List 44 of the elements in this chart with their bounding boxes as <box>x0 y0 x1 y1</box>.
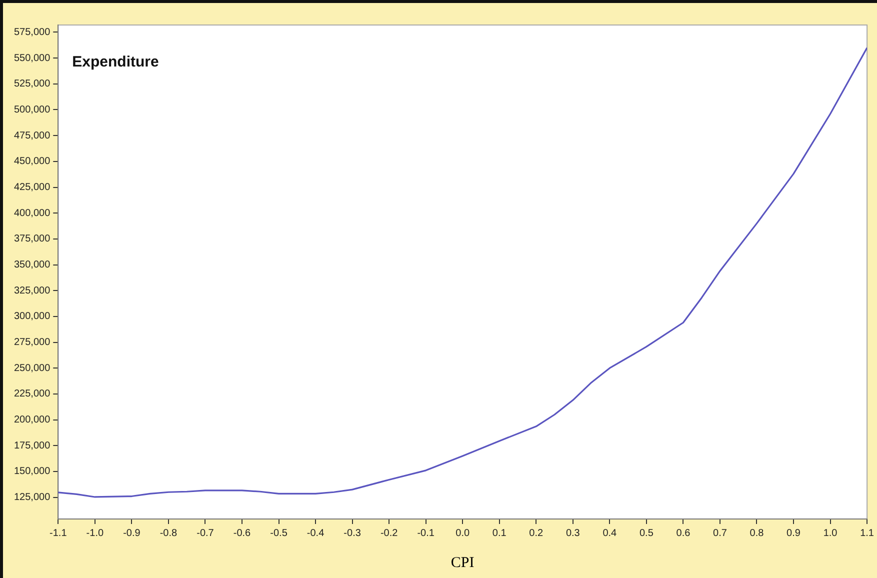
y-tick-label: 150,000 <box>14 466 51 478</box>
y-tick-label: 125,000 <box>14 492 51 504</box>
x-tick-label: -0.7 <box>196 528 214 539</box>
x-tick-label: 0.4 <box>602 528 618 539</box>
x-tick-label: 0.2 <box>529 528 544 539</box>
y-tick-label: 500,000 <box>14 104 51 116</box>
x-tick-label: 0.9 <box>786 528 801 539</box>
y-tick-label: 575,000 <box>14 26 51 38</box>
y-tick-label: 525,000 <box>14 78 51 90</box>
x-tick-label: 0.8 <box>750 528 764 539</box>
x-tick-label: 0.7 <box>713 528 728 539</box>
y-tick-label: 300,000 <box>14 311 51 322</box>
x-tick-label: 0.5 <box>639 528 654 539</box>
x-tick-label: -0.2 <box>380 528 398 539</box>
y-tick-label: 475,000 <box>14 130 51 142</box>
x-tick-label: -0.9 <box>123 528 141 539</box>
x-tick-label: -1.1 <box>50 528 68 539</box>
y-tick-label: 250,000 <box>14 362 51 374</box>
x-tick-label: -0.5 <box>270 528 288 539</box>
y-tick-label: 550,000 <box>14 52 51 64</box>
x-tick-label: -1.0 <box>86 528 104 539</box>
x-tick-label: -0.8 <box>160 528 178 539</box>
x-tick-label: 0.3 <box>566 528 580 539</box>
x-tick-label: -0.1 <box>417 528 435 539</box>
y-tick-label: 425,000 <box>14 182 51 194</box>
y-tick-label: 400,000 <box>14 208 51 219</box>
x-tick-label: -0.3 <box>344 528 362 539</box>
y-tick-label: 325,000 <box>14 285 51 296</box>
x-tick-label: 1.1 <box>860 528 874 539</box>
y-tick-label: 375,000 <box>14 234 51 245</box>
x-tick-label: -0.4 <box>306 528 325 539</box>
y-tick-label: 200,000 <box>14 414 51 426</box>
x-tick-label: 0.0 <box>456 528 470 539</box>
x-tick-label: 1.0 <box>823 528 838 539</box>
x-tick-label: -0.6 <box>233 528 252 539</box>
text: Expenditure <box>72 54 159 71</box>
x-tick-label: 0.6 <box>676 528 691 539</box>
x-tick-label: 0.1 <box>492 528 507 539</box>
y-tick-label: 275,000 <box>14 337 51 348</box>
y-tick-label: 225,000 <box>14 388 51 400</box>
x-axis-title: CPI <box>450 554 474 571</box>
y-tick-label: 450,000 <box>14 156 51 168</box>
y-tick-label: 350,000 <box>14 260 51 271</box>
y-tick-label: 175,000 <box>14 440 51 452</box>
